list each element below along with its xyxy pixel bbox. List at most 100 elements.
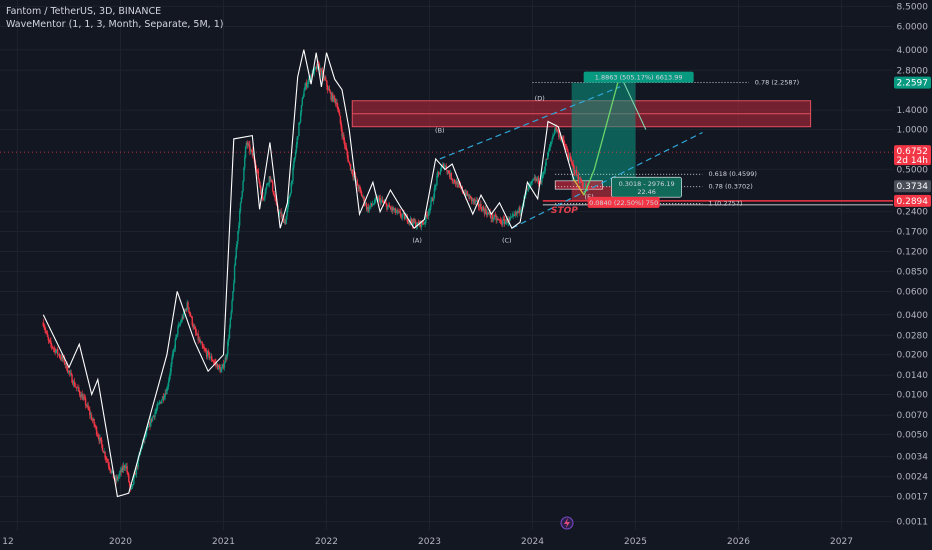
candle-body: [86, 404, 88, 407]
candle-body: [232, 291, 234, 301]
candle-body: [95, 426, 98, 435]
bolt-glyph-icon: [564, 518, 570, 528]
candle-body: [62, 357, 65, 360]
candle-body: [168, 376, 171, 382]
candle-body: [347, 155, 349, 162]
candle-body: [223, 363, 226, 368]
time-axis[interactable]: [0, 530, 932, 550]
price-tick-label: 1.4000: [897, 106, 929, 116]
candle-body: [268, 176, 270, 184]
projection-pullback[interactable]: [619, 74, 647, 130]
indicator-title[interactable]: WaveMentor (1, 1, 3, Month, Separate, 5M…: [6, 19, 224, 30]
candle-body: [162, 396, 165, 400]
symbol-title[interactable]: Fantom / TetherUS, 3D, BINANCE: [6, 6, 162, 17]
candle-body: [266, 184, 269, 185]
candle-body: [179, 322, 182, 325]
projection-down[interactable]: [573, 179, 585, 196]
candle-body: [173, 348, 176, 350]
candle-body: [164, 393, 166, 398]
channel-line[interactable]: [511, 131, 703, 229]
candle-body: [47, 336, 50, 341]
candle-body: [208, 352, 210, 359]
candle-body: [302, 96, 304, 99]
candle-body: [387, 206, 389, 210]
candle-body: [116, 476, 118, 481]
candle-body: [269, 176, 271, 180]
candle-body: [450, 172, 453, 180]
candle-body: [57, 354, 60, 355]
candle-body: [360, 188, 362, 192]
candle-body: [480, 204, 482, 209]
candle-body: [316, 66, 318, 70]
candle-body: [412, 218, 414, 225]
candle-body: [131, 484, 133, 489]
candle-body: [289, 192, 292, 197]
candle-body: [151, 416, 154, 422]
candle-body: [557, 130, 559, 131]
candle-body: [378, 197, 381, 199]
candle-body: [335, 102, 337, 104]
candle-body: [535, 179, 537, 181]
candle-body: [244, 157, 246, 168]
candle-body: [114, 478, 116, 480]
candle-body: [243, 167, 245, 182]
candle-body: [424, 222, 426, 224]
candle-body: [222, 363, 225, 368]
candle-body: [399, 212, 402, 217]
candle-body: [177, 327, 179, 335]
candle-body: [536, 179, 538, 181]
candle-body: [91, 420, 94, 421]
candle-body: [321, 70, 323, 75]
candle-body: [500, 220, 502, 224]
candle-body: [211, 360, 214, 362]
price-axis[interactable]: [893, 0, 932, 550]
candle-body: [415, 221, 417, 228]
candle-body: [310, 74, 312, 81]
price-tick-label: 0.0011: [897, 518, 929, 528]
candle-body: [238, 211, 241, 226]
candle-body: [542, 172, 545, 175]
candle-body: [517, 211, 519, 213]
time-tick-label: 2020: [109, 537, 132, 547]
candle-body: [59, 356, 61, 358]
candle-body: [87, 404, 89, 409]
candle-body: [89, 414, 92, 416]
candle-body: [189, 313, 192, 317]
candle-body: [279, 211, 281, 213]
candle-body: [272, 191, 275, 195]
candle-body: [543, 170, 546, 173]
candle-body: [301, 98, 304, 105]
candle-body: [371, 204, 374, 206]
candle-body: [126, 466, 128, 473]
candle-body: [331, 93, 333, 100]
candle-body: [109, 468, 111, 471]
projection-up[interactable]: [583, 74, 621, 196]
candle-body: [152, 415, 155, 417]
candle-body: [547, 150, 550, 153]
wave-line[interactable]: [42, 49, 575, 498]
candle-body: [338, 109, 340, 113]
candle-body: [175, 334, 177, 340]
candle-body: [587, 185, 590, 190]
candle-body: [552, 135, 554, 140]
candle-body: [555, 125, 557, 131]
candle-body: [227, 341, 229, 355]
candle-body: [127, 472, 129, 475]
candle-body: [212, 361, 215, 363]
candle-body: [358, 186, 360, 189]
channel-line[interactable]: [439, 86, 621, 160]
candle-body: [403, 213, 405, 215]
candle-body: [46, 333, 49, 337]
price-tick-label: 4.0000: [897, 46, 929, 56]
candle-body: [222, 363, 224, 368]
candle-body: [509, 218, 511, 219]
candle-body: [481, 208, 483, 212]
candle-body: [573, 165, 575, 173]
price-tick-label: 0.1700: [897, 228, 929, 238]
candle-body: [118, 473, 121, 477]
candle-body: [410, 218, 413, 222]
candle-body: [508, 218, 510, 223]
